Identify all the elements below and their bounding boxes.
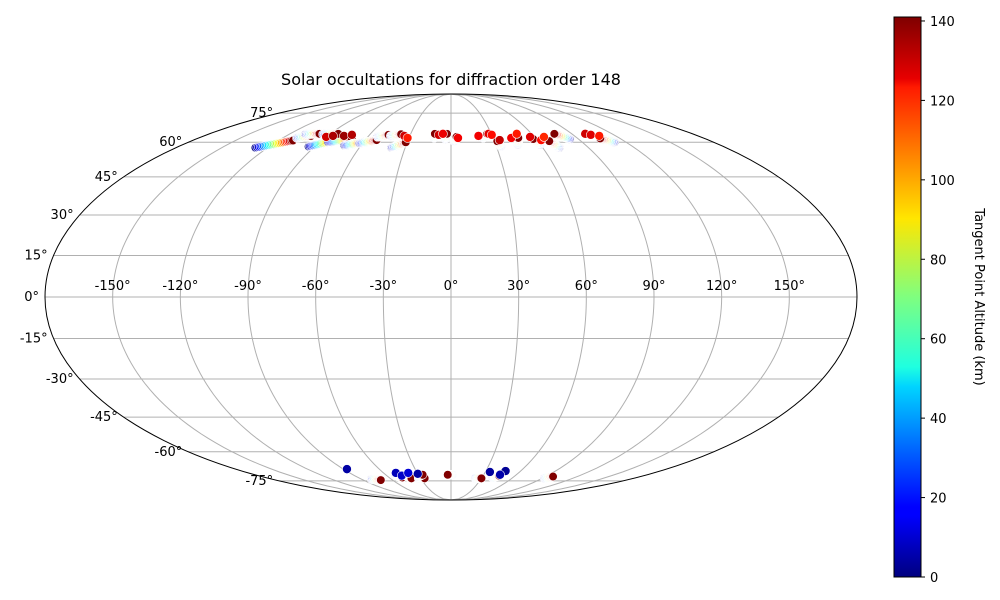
colorbar-frame xyxy=(893,16,922,578)
lat-tick-label: -15° xyxy=(20,332,48,347)
lat-tick-label: 0° xyxy=(24,290,39,305)
data-point xyxy=(403,468,414,478)
data-point xyxy=(473,131,484,141)
lon-tick-label: -150° xyxy=(95,279,131,294)
data-point xyxy=(594,131,605,141)
data-point xyxy=(539,132,549,142)
lon-tick-label: 60° xyxy=(575,279,598,294)
lon-tick-label: 120° xyxy=(706,279,737,294)
lon-tick-label: -90° xyxy=(234,279,262,294)
lat-tick-labels: 75° 60° 45° 30° 15° 0° -15° -30° -45° -60° -75° xyxy=(20,106,273,489)
colorbar-label: Tangent Point Altitude (km) xyxy=(971,207,986,385)
data-tracks xyxy=(250,129,620,485)
colorbar-tick-label: 100 xyxy=(930,174,955,189)
meridian-line xyxy=(112,93,452,501)
data-point xyxy=(347,130,357,140)
colorbar-tick-label: 0 xyxy=(930,571,938,586)
meridian-line xyxy=(450,93,790,501)
lat-tick-label: 75° xyxy=(250,106,273,121)
data-point xyxy=(495,469,505,480)
data-point xyxy=(585,130,596,140)
colorbar-tick-label: 140 xyxy=(930,15,955,30)
track-point xyxy=(549,129,559,139)
lon-tick-label: 150° xyxy=(774,279,805,294)
colorbar-tick-label: 40 xyxy=(930,412,947,427)
lat-tick-label: -60° xyxy=(155,445,183,460)
track-point xyxy=(476,473,487,483)
data-point xyxy=(438,129,448,139)
data-point xyxy=(511,129,522,139)
data-point xyxy=(412,469,423,479)
lon-tick-label: -60° xyxy=(302,279,330,294)
colorbar: 0 20 40 60 80 100 120 140 Tangent Point Altitud… xyxy=(893,15,986,586)
colorbar-tick-label: 80 xyxy=(930,253,947,268)
chart-title: Solar occultations for diffraction order… xyxy=(281,70,621,89)
track-point xyxy=(376,475,386,485)
data-point xyxy=(494,135,505,145)
lat-tick-label: 15° xyxy=(25,248,48,263)
data-point xyxy=(453,133,463,143)
colorbar-ticks: 0 20 40 60 80 100 120 140 xyxy=(921,15,955,586)
colorbar-gradient xyxy=(894,17,921,577)
colorbar-tick-label: 60 xyxy=(930,333,947,348)
data-point xyxy=(328,131,338,141)
data-point xyxy=(485,467,495,477)
data-point xyxy=(402,133,413,143)
lat-tick-label: -75° xyxy=(245,474,273,489)
lat-tick-label: -45° xyxy=(90,410,118,425)
lon-tick-label: 0° xyxy=(444,279,459,294)
data-point xyxy=(525,132,535,142)
lat-tick-label: 30° xyxy=(51,208,74,223)
data-point xyxy=(342,464,352,474)
lon-tick-label: -120° xyxy=(162,279,198,294)
lon-tick-label: 90° xyxy=(642,279,665,294)
map-boundary xyxy=(44,93,858,501)
meridian-line xyxy=(450,93,655,501)
colorbar-tick-label: 20 xyxy=(930,492,947,507)
lat-tick-label: -30° xyxy=(46,372,74,387)
lat-tick-label: 60° xyxy=(159,135,182,150)
meridian-line xyxy=(450,93,723,501)
data-points xyxy=(321,129,605,481)
data-point xyxy=(339,131,349,141)
lat-tick-label: 45° xyxy=(95,170,118,185)
track-point xyxy=(443,470,453,480)
track-point xyxy=(548,471,558,482)
data-point xyxy=(486,130,497,140)
map-grid xyxy=(45,93,857,501)
lon-tick-labels: -150° -120° -90° -60° -30° 0° 30° 60° 90° 120° 150… xyxy=(95,279,805,294)
lon-tick-label: -30° xyxy=(369,279,397,294)
colorbar-tick-label: 120 xyxy=(930,94,955,109)
lon-tick-label: 30° xyxy=(507,279,530,294)
